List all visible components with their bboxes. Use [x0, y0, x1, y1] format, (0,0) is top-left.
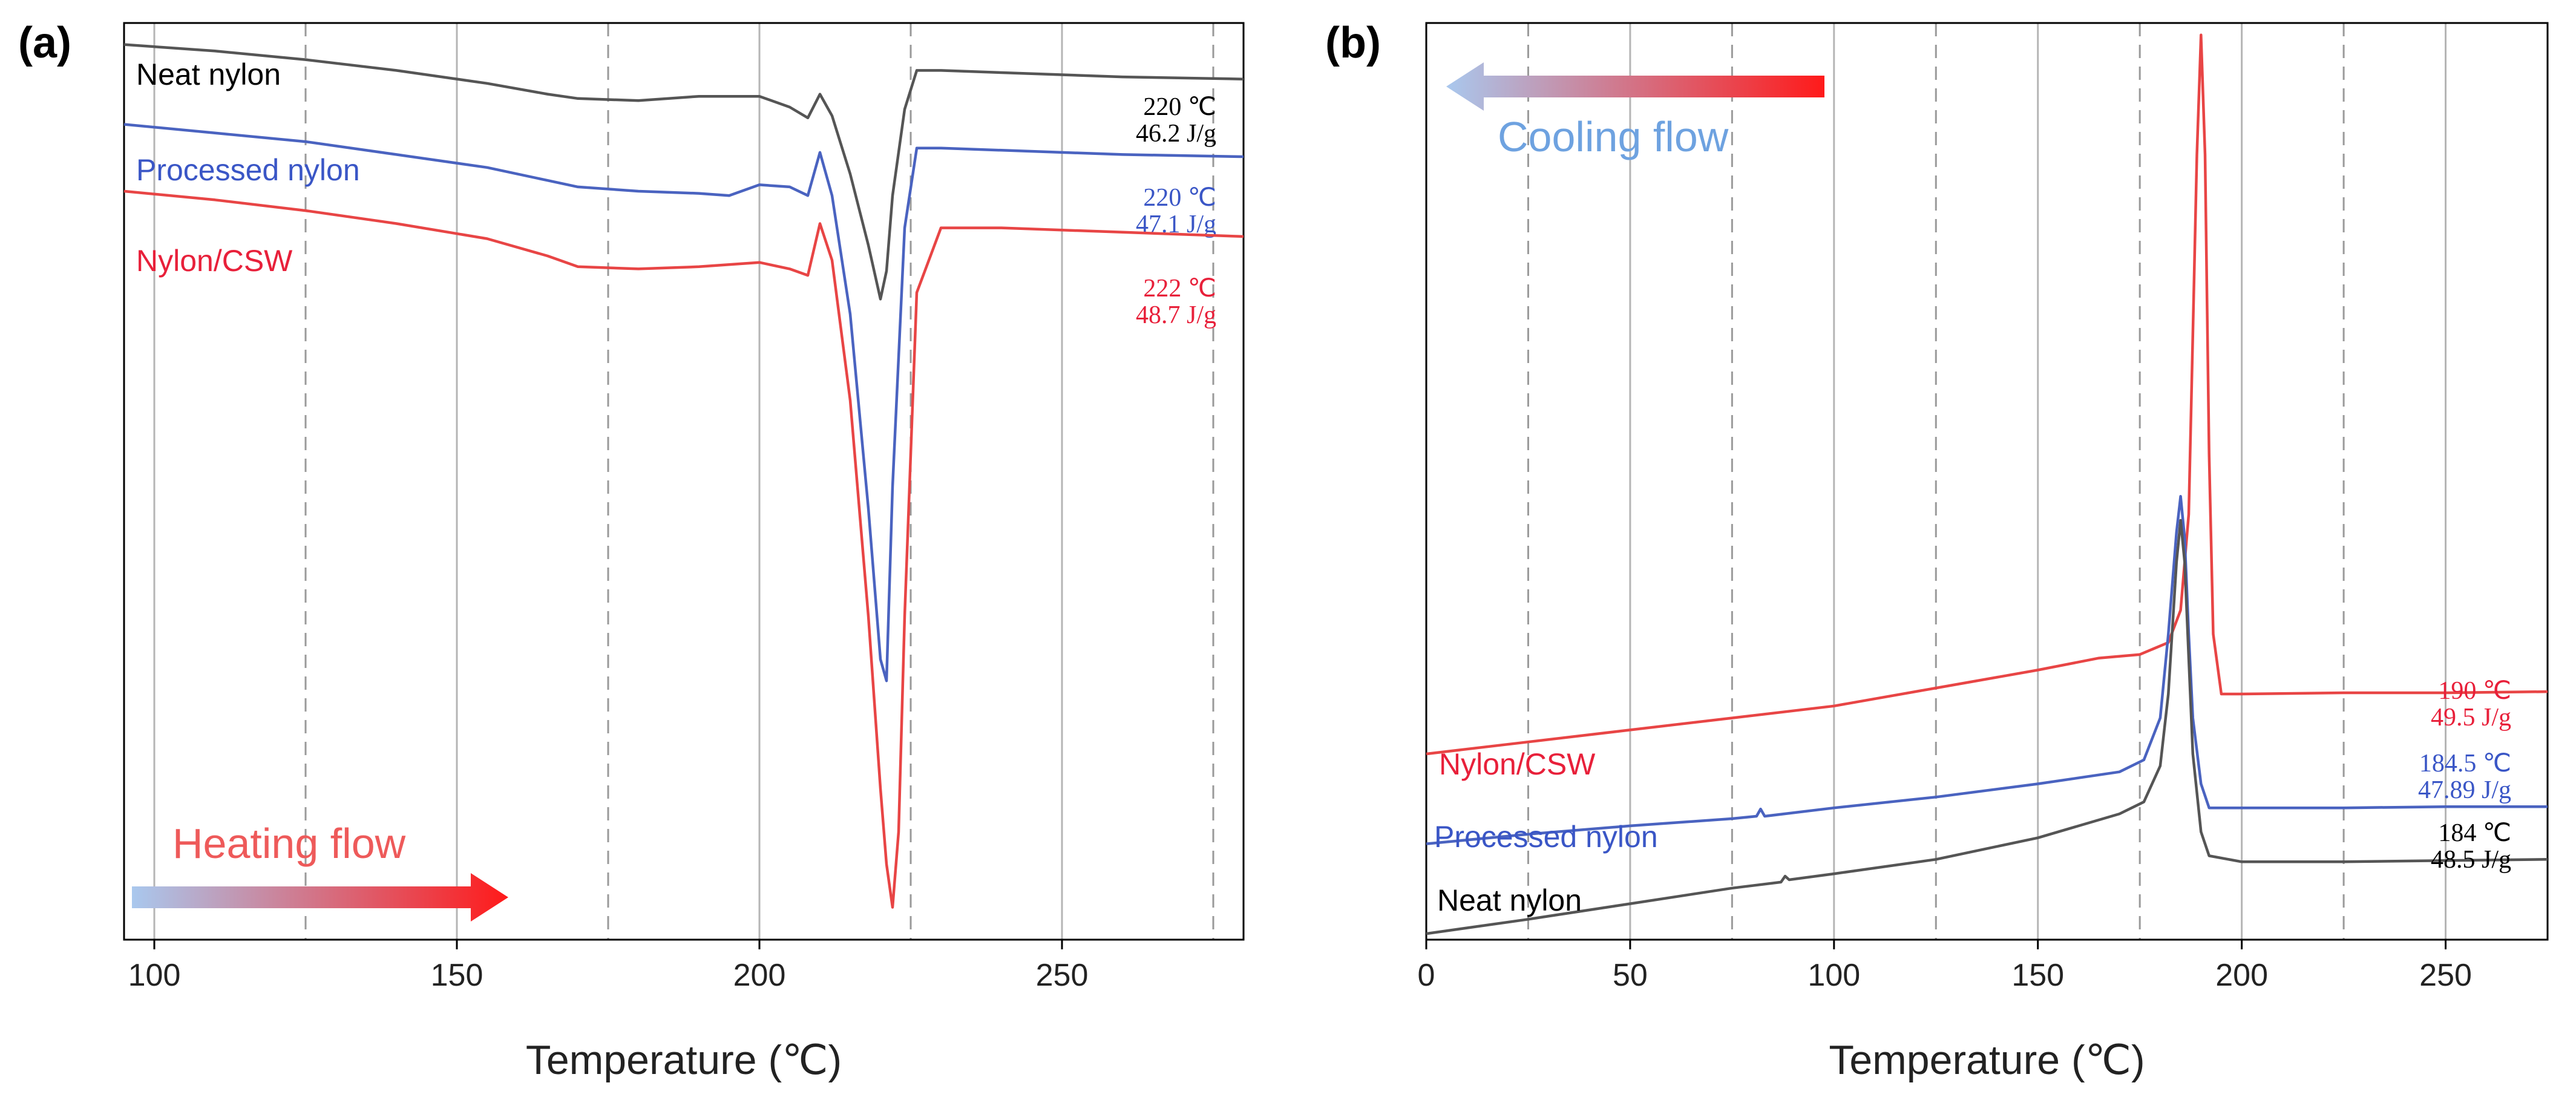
- series-label: Processed nylon: [136, 153, 360, 187]
- series-line: [123, 123, 1244, 683]
- flow-label: Heating flow: [172, 820, 406, 867]
- x-tick-label: 100: [128, 958, 181, 993]
- annotation-enthalpy: 47.89 J/g: [2418, 776, 2511, 804]
- x-tick-label: 50: [1613, 958, 1648, 993]
- x-tick-label: 150: [431, 958, 483, 993]
- plot-frame: [123, 22, 1245, 941]
- series-line: [1426, 495, 2548, 845]
- annotation-temperature: 220 ℃: [1143, 93, 1216, 121]
- panel-b: 0 50 100 150 200 250 Temperature (℃) (b) Nylon/C…: [1325, 19, 2549, 1083]
- annotation-enthalpy: 48.7 J/g: [1136, 301, 1216, 329]
- annotation-enthalpy: 48.5 J/g: [2431, 846, 2511, 874]
- series-label: Neat nylon: [136, 57, 281, 91]
- annotation-temperature: 190 ℃: [2438, 677, 2511, 705]
- annotation-temperature: 222 ℃: [1143, 275, 1216, 303]
- series-label: Processed nylon: [1434, 820, 1658, 854]
- x-tick-label: 150: [2011, 958, 2064, 993]
- x-tick-label: 0: [1418, 958, 1435, 993]
- series-label: Neat nylon: [1437, 883, 1582, 917]
- series-line: [1426, 33, 2548, 756]
- x-tick-label: 250: [1036, 958, 1089, 993]
- annotation-enthalpy: 46.2 J/g: [1136, 120, 1216, 148]
- series-line: [123, 189, 1244, 909]
- x-tick-label: 250: [2419, 958, 2472, 993]
- panel-a: 100 150 200 250 Temperature (℃) (a) Neat nylon…: [18, 19, 1245, 1083]
- x-tick-label: 200: [2215, 958, 2268, 993]
- x-axis-title: Temperature (℃): [1829, 1037, 2145, 1083]
- panel-label: (a): [18, 19, 71, 67]
- flow-label: Cooling flow: [1498, 113, 1729, 160]
- cooling-flow-arrow: [1446, 62, 1824, 111]
- series-label: Nylon/CSW: [136, 244, 293, 278]
- series-line: [123, 43, 1244, 301]
- annotation-enthalpy: 49.5 J/g: [2431, 704, 2511, 732]
- annotation-temperature: 184.5 ℃: [2419, 750, 2511, 778]
- annotation-temperature: 184 ℃: [2438, 819, 2511, 847]
- plot-frame: [1425, 22, 2549, 941]
- x-tick-label: 100: [1807, 958, 1860, 993]
- annotation-temperature: 220 ℃: [1143, 184, 1216, 212]
- x-axis-title: Temperature (℃): [526, 1037, 842, 1083]
- series-label: Nylon/CSW: [1439, 747, 1596, 781]
- panel-label: (b): [1325, 19, 1381, 67]
- x-tick-label: 200: [733, 958, 786, 993]
- series-line: [1426, 519, 2548, 935]
- heating-flow-arrow: [132, 873, 508, 922]
